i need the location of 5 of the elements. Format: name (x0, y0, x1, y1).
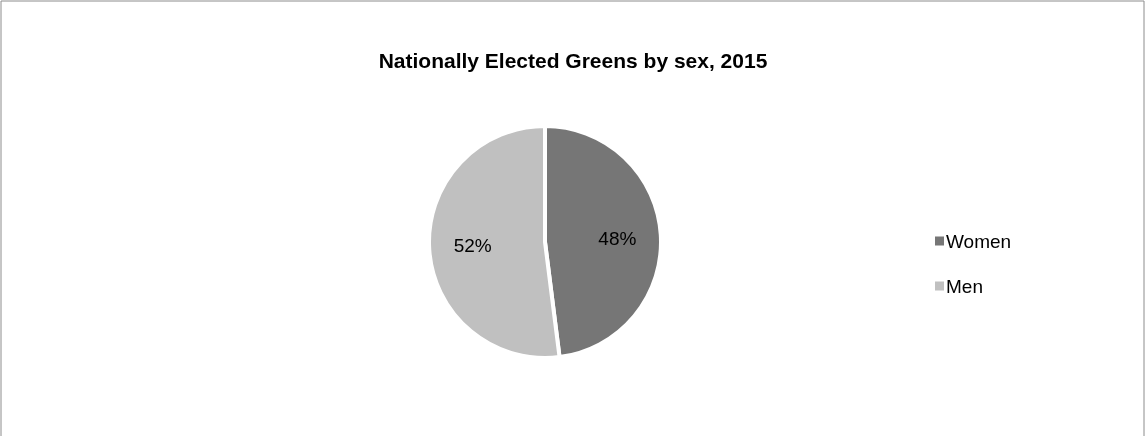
legend-label: Women (946, 230, 1012, 252)
data-label: 52% (453, 235, 492, 257)
legend-label: Men (946, 275, 983, 297)
chart-title: Nationally Elected Greens by sex, 2015 (378, 49, 768, 72)
data-label: 48% (598, 228, 637, 250)
